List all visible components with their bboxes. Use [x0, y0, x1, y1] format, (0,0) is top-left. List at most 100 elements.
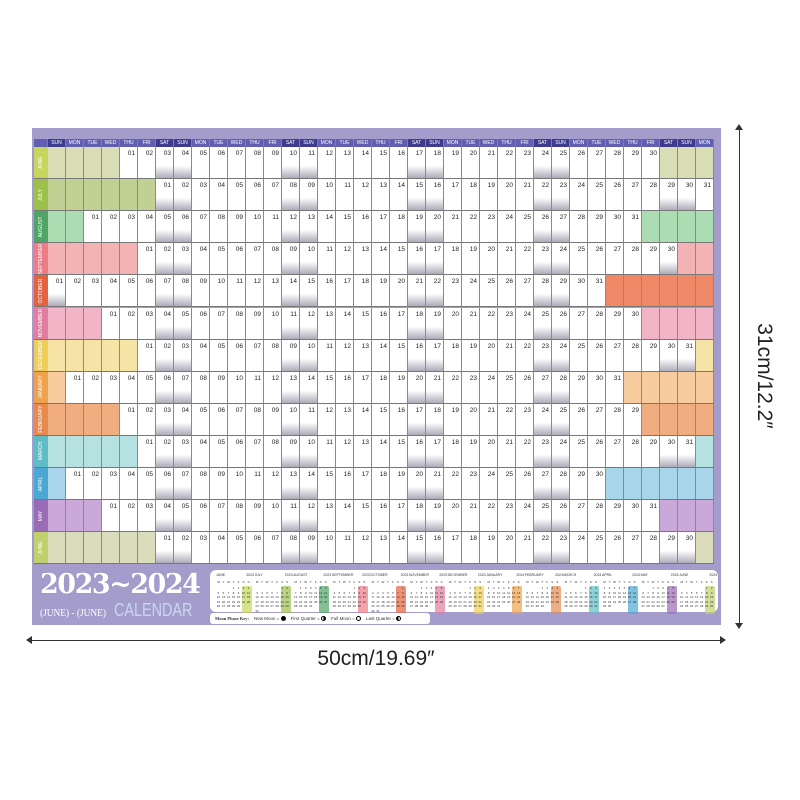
- mini-day: 2: [608, 586, 611, 590]
- mini-day: 27: [391, 604, 395, 608]
- day-cell: 04: [174, 147, 192, 180]
- day-cell: 11: [336, 532, 354, 565]
- mini-month-name: JUNE: [679, 573, 689, 577]
- day-cell: 03: [120, 211, 138, 244]
- day-cell: 04: [210, 179, 228, 212]
- day-cell: 18: [426, 403, 444, 436]
- mini-day: 23: [424, 599, 429, 604]
- month-label-text: JUNE: [38, 156, 44, 170]
- new-moon-icon: [280, 616, 286, 622]
- mini-day: 13: [458, 595, 462, 599]
- mini-day: 1: [585, 586, 587, 590]
- mini-weekday: S: [396, 580, 399, 584]
- day-cell: 09: [264, 403, 282, 436]
- mini-day: 8: [652, 590, 654, 595]
- month-label: AUGUST: [34, 211, 48, 244]
- mini-day: 19: [216, 599, 221, 604]
- empty-cell: [696, 147, 714, 180]
- day-cell: 15: [390, 435, 408, 468]
- mini-day: 24: [661, 599, 665, 604]
- mini-day: 22: [419, 599, 424, 604]
- mini-day: 17: [497, 595, 501, 599]
- day-cell: 13: [282, 468, 300, 501]
- day-cell: 30: [660, 339, 678, 372]
- mini-day: 1: [353, 586, 356, 590]
- day-cell: 15: [408, 179, 426, 212]
- mini-day: 17: [550, 595, 554, 599]
- day-cell: 21: [462, 307, 480, 340]
- mini-day: 28: [700, 604, 704, 608]
- day-cell: 27: [606, 435, 624, 468]
- day-cell: 10: [300, 243, 318, 276]
- moon-key-title: Moon Phase Key:: [215, 616, 249, 621]
- mini-day: 14: [396, 595, 400, 599]
- mini-weekday: T: [299, 580, 302, 584]
- mini-day: 25: [434, 599, 439, 604]
- empty-cell: [84, 179, 102, 212]
- empty-cell: [66, 147, 84, 180]
- empty-cell: [120, 339, 138, 372]
- mini-day: 8: [585, 590, 587, 595]
- mini-day: 31: [594, 604, 598, 608]
- mini-day: 26: [507, 599, 511, 604]
- mini-day: 1: [420, 586, 423, 590]
- day-cell: 15: [390, 339, 408, 372]
- weekday-header: MON: [444, 139, 462, 147]
- mini-day: 10: [429, 590, 434, 595]
- day-cell: 27: [606, 243, 624, 276]
- mini-day: 23: [545, 599, 549, 604]
- empty-cell: [84, 500, 102, 533]
- mini-month-name: FEBRUARY: [524, 573, 544, 577]
- empty-cell: [48, 179, 66, 212]
- day-cell: 08: [264, 339, 282, 372]
- day-cell: 22: [498, 147, 516, 180]
- mini-day: 30: [607, 604, 612, 608]
- day-cell: 07: [246, 339, 264, 372]
- day-cell: 07: [156, 275, 174, 308]
- weekday-header: FRI: [264, 139, 282, 147]
- mini-day: 22: [602, 599, 607, 604]
- day-cell: 19: [372, 275, 390, 308]
- first-quarter-icon: [321, 616, 327, 622]
- mini-day: 17: [478, 595, 482, 599]
- mini-day: 5: [217, 590, 220, 595]
- day-cell: 02: [156, 435, 174, 468]
- day-cell: 29: [624, 147, 642, 180]
- mini-weekday: T: [502, 580, 505, 584]
- mini-day: 17: [661, 595, 665, 599]
- mini-day: 30: [371, 608, 375, 613]
- mini-weekday: T: [647, 580, 650, 584]
- day-cell: 07: [174, 468, 192, 501]
- mini-weekday: S: [551, 580, 554, 584]
- day-cell: 28: [570, 211, 588, 244]
- day-cell: 23: [534, 339, 552, 372]
- empty-cell: [102, 435, 120, 468]
- full-moon-icon: [355, 616, 361, 622]
- day-cell: 14: [300, 468, 318, 501]
- day-cell: 20: [498, 532, 516, 565]
- month-label: FEBRUARY: [34, 403, 48, 436]
- mini-day: 14: [275, 595, 279, 599]
- mini-day: 14: [463, 595, 467, 599]
- empty-cell: [624, 371, 642, 404]
- mini-weekday: T: [338, 580, 341, 584]
- empty-cell: [660, 403, 678, 436]
- mini-weekday: M: [371, 580, 375, 584]
- mini-weekday: W: [535, 580, 539, 584]
- day-cell: 12: [264, 468, 282, 501]
- mini-day: 30: [285, 604, 289, 608]
- mini-day: 11: [685, 595, 689, 599]
- empty-cell: [120, 243, 138, 276]
- mini-day: 14: [414, 595, 419, 599]
- day-cell: 03: [84, 275, 102, 308]
- mini-month: AUGUST 2023 M T W T F S S 1 2 3 4 5 6 7 8 9 10 11 12 13 14 15 16…: [293, 573, 331, 614]
- day-cell: 04: [120, 468, 138, 501]
- day-cell: 04: [192, 435, 210, 468]
- day-cell: 18: [444, 339, 462, 372]
- empty-cell: [48, 307, 66, 340]
- mini-day: 3: [256, 590, 258, 595]
- mini-day: 28: [396, 604, 400, 608]
- empty-cell: [102, 532, 120, 565]
- day-cell: 06: [192, 307, 210, 340]
- day-cell: 23: [480, 211, 498, 244]
